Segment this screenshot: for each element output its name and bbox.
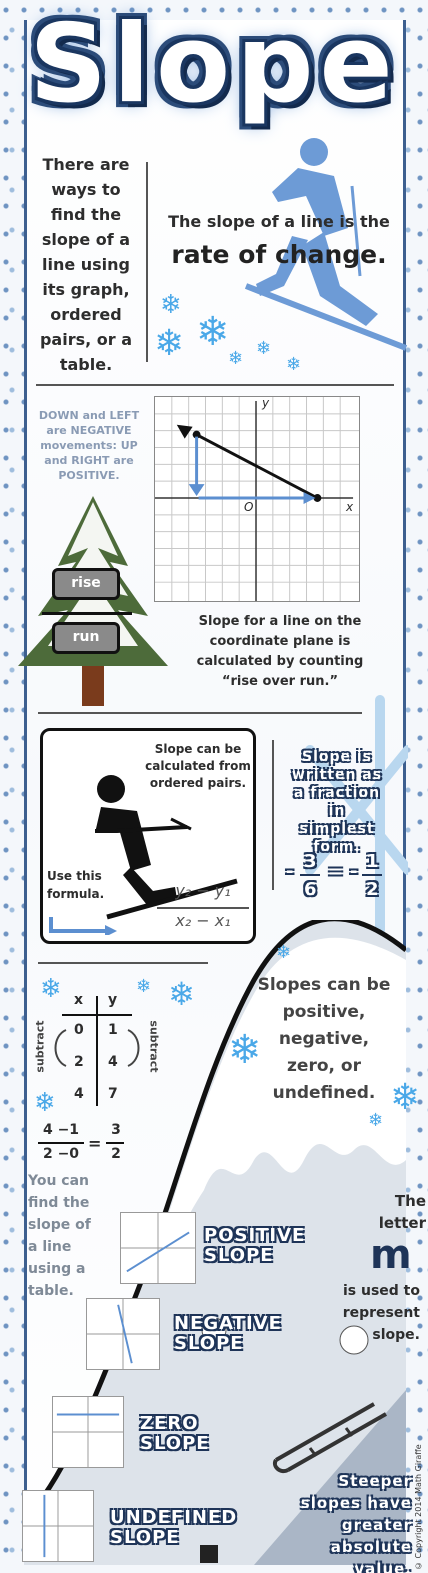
table-cell: 2 <box>74 1054 84 1070</box>
calc-result-bar <box>106 1142 124 1144</box>
snowflake-icon: ❄ <box>136 976 152 997</box>
letter-m: m <box>370 1232 412 1278</box>
example-neg-sign: - <box>286 861 295 882</box>
snowflake-icon: ❄ <box>256 338 272 359</box>
table-center-line <box>96 996 98 1106</box>
section-divider <box>38 962 208 964</box>
negative-slope-graph <box>86 1298 160 1370</box>
snowflake-icon: ❄ <box>228 348 244 369</box>
snowflake-icon: ❄ <box>368 1110 384 1131</box>
negative-slope-label: NEGATIVE SLOPE <box>174 1313 282 1354</box>
formula-bar <box>157 907 249 909</box>
origin-label: O <box>244 500 254 514</box>
positive-slope-graph <box>120 1212 196 1284</box>
snowflake-icon: ❄ <box>154 323 185 364</box>
zero-slope-label: ZERO SLOPE <box>140 1413 210 1454</box>
rise-label: rise <box>52 568 120 600</box>
table-cell: 0 <box>74 1022 84 1038</box>
formula-card: Slope can be calculated from ordered pai… <box>40 728 256 944</box>
undefined-slope-label: UNDEFINED SLOPE <box>110 1507 238 1548</box>
example-right-bar <box>362 874 382 876</box>
positive-slope-label: POSITIVE SLOPE <box>204 1225 306 1266</box>
movement-text: DOWN and LEFT are NEGATIVE movements: UP… <box>38 409 140 482</box>
subtract-right-label: subtract <box>147 1020 161 1073</box>
copyright-text: © Copyright 2014 Math Giraffe <box>414 1444 423 1570</box>
intro-right-line2: rate of change. <box>171 240 387 269</box>
calc-denominator: 2 −0 <box>42 1146 80 1162</box>
fraction-bar <box>42 612 132 615</box>
arrow-right-icon <box>49 917 117 935</box>
formula-denominator: x₂ − x₁ <box>175 911 231 930</box>
section-divider <box>36 384 394 386</box>
calc-result-den: 2 <box>111 1146 121 1162</box>
table-cell: 4 <box>108 1054 118 1070</box>
axis-y-label: y <box>262 396 270 410</box>
subtract-left-label: subtract <box>33 1020 47 1073</box>
simplest-form-text: Slope is written as a fraction in simple… <box>291 749 383 855</box>
table-cell: 4 <box>74 1086 84 1102</box>
snowflake-icon: ❄ <box>168 975 195 1013</box>
intro-divider <box>146 162 148 362</box>
steeper-text: Steeper slopes have greater absolute val… <box>300 1472 412 1573</box>
snowflake-icon: ❄ <box>390 1077 421 1118</box>
sled-icon <box>273 1402 387 1473</box>
graph-caption: Slope for a line on the coordinate plane… <box>196 614 364 689</box>
use-formula-text: Use this formula. <box>47 869 105 901</box>
formula-divider <box>272 740 274 890</box>
table-col-x: x <box>74 992 84 1008</box>
snowflake-icon: ❄ <box>40 974 62 1004</box>
table-cell: 1 <box>108 1022 118 1038</box>
page-title: Slope <box>29 2 399 127</box>
section-divider <box>38 712 362 714</box>
snowflake-large-icon <box>305 695 408 935</box>
snowflake-icon: ❄ <box>286 354 302 375</box>
example-left-den: 6 <box>304 879 318 900</box>
formula-numerator: y₂ − y₁ <box>175 881 231 900</box>
calc-result-num: 3 <box>111 1122 121 1138</box>
example-right-num: 1 <box>366 851 380 872</box>
snowflake-icon: ❄ <box>34 1088 56 1118</box>
coordinate-graph <box>154 396 360 602</box>
snowflake-icon: ❄ <box>160 290 182 320</box>
skier-icon <box>95 775 238 920</box>
title-banner: Slope <box>4 2 424 127</box>
example-equals: = <box>328 861 345 882</box>
example-left-bar <box>300 874 320 876</box>
table-cell: 7 <box>108 1086 118 1102</box>
snowflake-icon: ❄ <box>276 942 292 963</box>
table-col-y: y <box>108 992 118 1008</box>
calc-numerator: 4 −1 <box>42 1122 80 1138</box>
skier-silhouette-icon <box>244 138 408 351</box>
calc-equals: = <box>88 1134 102 1153</box>
intro-left-text: There are ways to find the slope of a li… <box>39 155 133 374</box>
zero-slope-graph <box>52 1396 124 1468</box>
table-caption: You can find the slope of a line using a… <box>28 1173 91 1299</box>
example-right-den: 2 <box>366 879 380 900</box>
undefined-slope-graph <box>22 1490 94 1562</box>
curved-arrow-icon <box>127 1029 140 1067</box>
formula-intro: Slope can be calculated from ordered pai… <box>145 742 251 790</box>
snowflake-icon: ❄ <box>196 309 230 355</box>
calc-bar <box>38 1142 84 1144</box>
pine-tree-icon <box>18 496 168 706</box>
snowflake-icon: ❄ <box>228 1027 262 1073</box>
axis-x-label: x <box>346 500 354 514</box>
example-left-num: 3 <box>304 851 318 872</box>
slope-kinds-text: Slopes can be positive, negative, zero, … <box>257 975 391 1103</box>
curved-arrow-icon <box>54 1029 67 1067</box>
intro-right-line1: The slope of a line is the <box>168 212 390 231</box>
letter-outro: is used to represent slope. <box>342 1283 420 1343</box>
run-label: run <box>52 622 120 654</box>
example-neg-sign-2: - <box>350 861 359 882</box>
letter-intro: The letter <box>378 1192 426 1232</box>
math-giraffe-logo <box>200 1545 218 1563</box>
